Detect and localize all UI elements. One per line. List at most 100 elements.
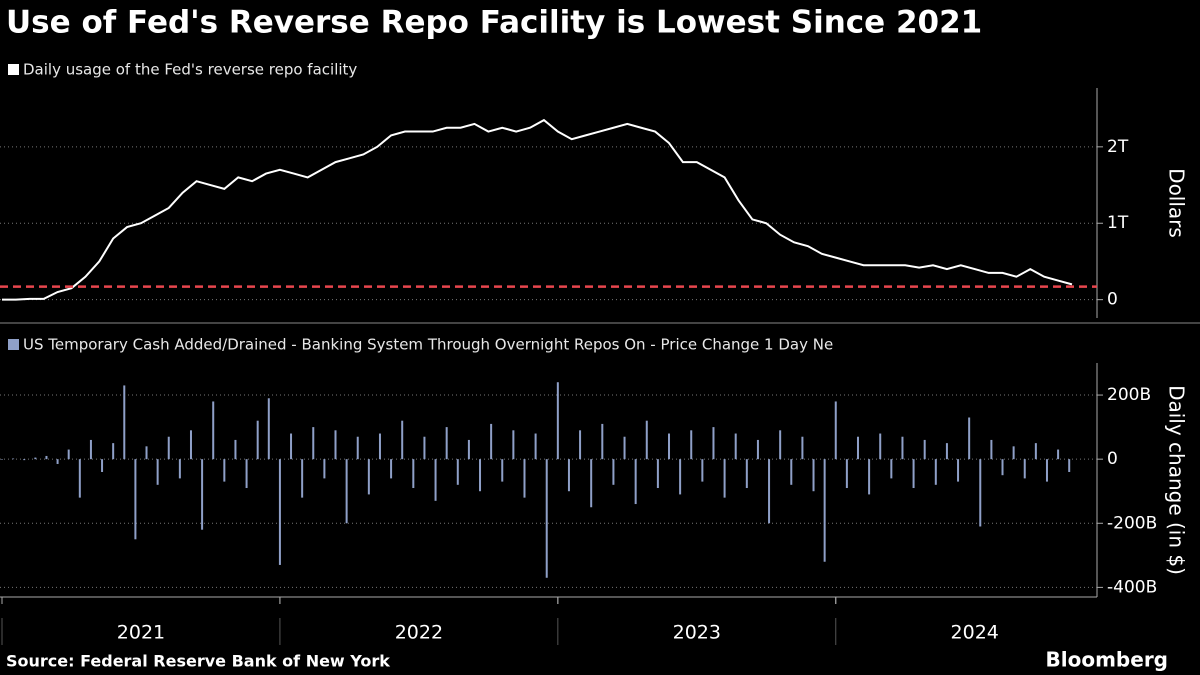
bar bbox=[979, 459, 982, 527]
bar bbox=[301, 459, 304, 498]
bar bbox=[601, 423, 604, 460]
bar bbox=[278, 459, 281, 565]
x-tick-label: 2021 bbox=[117, 622, 165, 644]
bar bbox=[89, 439, 92, 460]
bar bbox=[201, 459, 204, 530]
bar bbox=[445, 427, 448, 460]
bar bbox=[690, 430, 693, 460]
bar bbox=[367, 459, 370, 495]
bar bbox=[123, 385, 126, 460]
bar bbox=[189, 430, 192, 460]
bar bbox=[34, 457, 37, 460]
bar bbox=[267, 398, 270, 460]
bar bbox=[823, 459, 826, 562]
bar bbox=[490, 423, 493, 460]
bar bbox=[401, 420, 404, 460]
bar bbox=[1034, 443, 1037, 460]
source: Source: Federal Reserve Bank of New York bbox=[6, 652, 390, 671]
bar bbox=[645, 420, 648, 460]
bar bbox=[312, 427, 315, 460]
y-tick-label: 200B bbox=[1107, 385, 1151, 405]
bar bbox=[779, 430, 782, 460]
bar bbox=[56, 459, 59, 464]
bar bbox=[556, 382, 559, 460]
bar bbox=[1012, 446, 1015, 460]
bar bbox=[67, 449, 70, 460]
bar bbox=[334, 430, 337, 460]
bar bbox=[856, 436, 859, 460]
y-axis-title: Dollars bbox=[1165, 168, 1189, 238]
bar bbox=[868, 459, 871, 495]
bar bbox=[712, 427, 715, 460]
bar bbox=[479, 459, 482, 492]
bar bbox=[701, 459, 704, 482]
bar bbox=[945, 443, 948, 460]
bar bbox=[923, 439, 926, 460]
bar bbox=[890, 459, 893, 479]
bar bbox=[456, 459, 459, 485]
bar bbox=[790, 459, 793, 485]
bar bbox=[723, 459, 726, 498]
bar bbox=[112, 443, 115, 460]
bar bbox=[101, 459, 104, 472]
bar bbox=[912, 459, 915, 489]
bar bbox=[668, 433, 671, 460]
bar bbox=[78, 459, 81, 498]
bar bbox=[567, 459, 570, 492]
legend-swatch bbox=[8, 339, 19, 350]
bar bbox=[234, 439, 237, 460]
legend-label: US Temporary Cash Added/Drained - Bankin… bbox=[23, 336, 833, 354]
y-tick-label: 0 bbox=[1107, 449, 1118, 469]
bar bbox=[901, 436, 904, 460]
bar bbox=[434, 459, 437, 501]
bar bbox=[145, 446, 148, 460]
bar bbox=[934, 459, 937, 485]
x-tick-label: 2022 bbox=[395, 622, 443, 644]
bar bbox=[612, 459, 615, 485]
bar bbox=[590, 459, 593, 508]
bar bbox=[378, 433, 381, 460]
bar bbox=[534, 433, 537, 460]
bar bbox=[523, 459, 526, 498]
y-tick-label: -400B bbox=[1107, 577, 1157, 597]
bar bbox=[623, 436, 626, 460]
bar bbox=[1, 459, 3, 460]
y-tick-label: 1T bbox=[1107, 213, 1129, 233]
bar bbox=[1045, 459, 1048, 482]
bar bbox=[990, 439, 993, 460]
chart-title: Use of Fed's Reverse Repo Facility is Lo… bbox=[6, 5, 982, 41]
bar bbox=[812, 459, 815, 492]
bar bbox=[356, 436, 359, 460]
bar bbox=[345, 459, 348, 524]
bar bbox=[223, 459, 226, 482]
bar bbox=[212, 401, 215, 460]
bar bbox=[801, 436, 804, 460]
bar bbox=[156, 459, 159, 485]
y-tick-label: -200B bbox=[1107, 513, 1157, 533]
bar bbox=[968, 417, 971, 460]
brand: Bloomberg bbox=[1046, 648, 1168, 672]
bar bbox=[390, 459, 393, 479]
bar bbox=[134, 459, 137, 540]
x-tick-label: 2023 bbox=[673, 622, 721, 644]
x-tick-label: 2024 bbox=[951, 622, 999, 644]
y-tick-label: 2T bbox=[1107, 137, 1129, 157]
bar bbox=[245, 459, 248, 489]
bar bbox=[634, 459, 637, 505]
bar bbox=[579, 430, 582, 460]
bar bbox=[545, 459, 548, 578]
bar bbox=[957, 459, 960, 482]
y-axis-title: Daily change (in $) bbox=[1165, 385, 1189, 575]
bar bbox=[756, 439, 759, 460]
bar bbox=[1068, 459, 1071, 472]
bar bbox=[467, 439, 470, 460]
bar bbox=[256, 420, 259, 460]
bar bbox=[845, 459, 848, 489]
bar bbox=[512, 430, 515, 460]
bar bbox=[1023, 459, 1026, 479]
bar bbox=[501, 459, 504, 482]
bar bbox=[167, 436, 170, 460]
legend-label: Daily usage of the Fed's reverse repo fa… bbox=[23, 61, 357, 79]
bar bbox=[768, 459, 771, 524]
bar bbox=[879, 433, 882, 460]
